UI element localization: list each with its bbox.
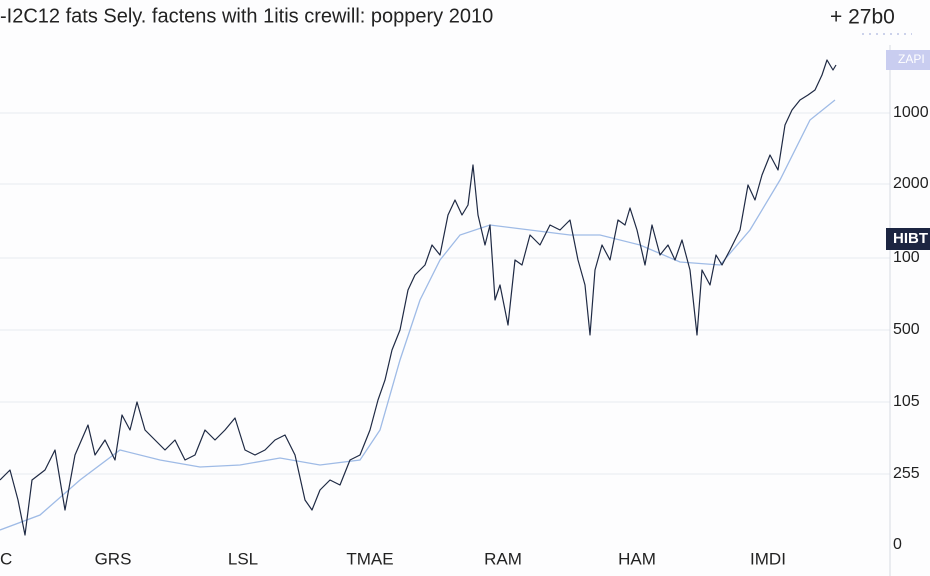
time-label: TMAE [346, 549, 393, 568]
time-label: RAM [484, 549, 522, 568]
moving-average [0, 99, 836, 531]
time-label: C [0, 549, 12, 568]
badge-current [886, 228, 930, 250]
grid [0, 112, 890, 475]
price-label: 0 [893, 536, 902, 553]
badge-top-text: ZAPI [898, 52, 925, 66]
title: -I2C12 fats Sely. factens with 1itis cre… [0, 5, 493, 27]
price-label: 500 [893, 321, 920, 338]
badge-current-text: HIBT [893, 230, 928, 247]
price-label: 1000 [893, 104, 929, 121]
time-label: GRS [95, 549, 132, 568]
time-label: IMDI [750, 549, 786, 568]
price-label: 255 [893, 465, 920, 482]
price-label: 100 [893, 249, 920, 266]
price: + 27b0 [830, 6, 895, 29]
time-label: LSL [228, 549, 258, 568]
badge-top [886, 50, 930, 70]
price-line [0, 59, 837, 536]
time-label: HAM [618, 549, 656, 568]
price-label: 105 [893, 393, 920, 410]
price-label: 2000 [893, 175, 929, 192]
